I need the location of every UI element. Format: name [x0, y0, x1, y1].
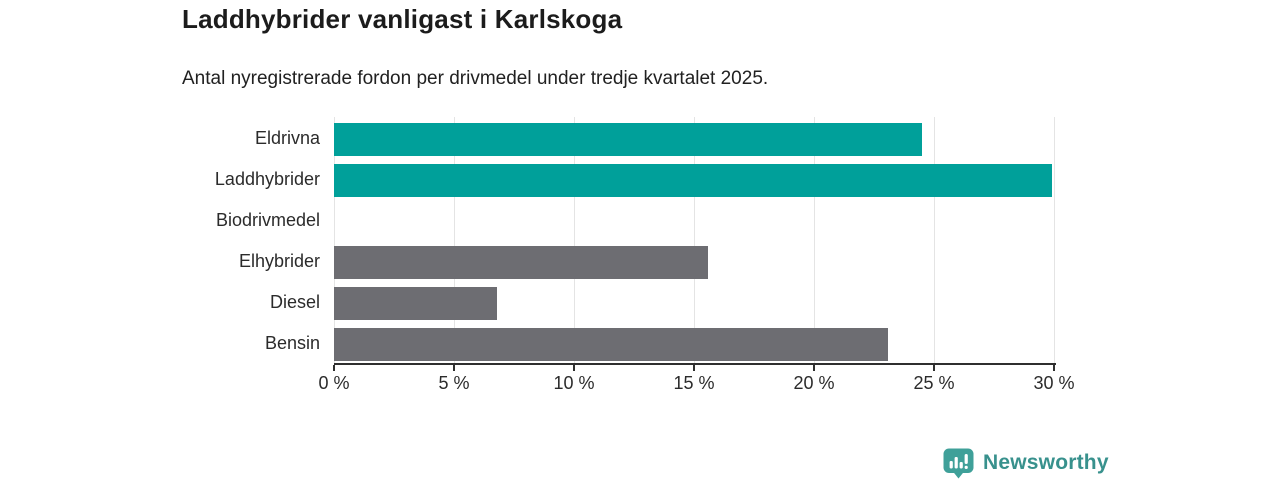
tick-mark-20 — [813, 365, 815, 371]
category-label-biodrivmedel: Biodrivmedel — [215, 210, 320, 230]
category-label-diesel: Diesel — [269, 292, 320, 312]
category-label-elhybrider: Elhybrider — [238, 251, 320, 271]
plot-area — [334, 117, 1055, 363]
newsworthy-logo-text: Newsworthy — [983, 451, 1109, 474]
tick-label-5: 5 % — [438, 373, 470, 393]
tick-label-15: 15 % — [673, 373, 715, 393]
gridline-30 — [1054, 117, 1055, 363]
gridline-10 — [574, 117, 575, 363]
gridline-20 — [814, 117, 815, 363]
chart-title: Laddhybrider vanligast i Karlskoga — [182, 4, 623, 34]
gridline-15 — [694, 117, 695, 363]
tick-mark-0 — [333, 365, 335, 371]
tick-mark-5 — [453, 365, 455, 371]
tick-label-20: 20 % — [793, 373, 835, 393]
tick-mark-25 — [933, 365, 935, 371]
bar-elhybrider — [334, 246, 709, 279]
tick-mark-15 — [693, 365, 695, 371]
category-axis-labels: Eldrivna Laddhybrider Biodrivmedel Elhybrid… — [0, 117, 320, 363]
category-label-bensin: Bensin — [264, 333, 320, 353]
tick-label-0: 0 % — [318, 373, 350, 393]
newsworthy-logo-icon — [943, 448, 974, 478]
bar-diesel — [334, 287, 498, 320]
tick-label-30: 30 % — [1033, 373, 1075, 393]
x-axis-line — [334, 363, 1056, 365]
category-label-laddhybrider: Laddhybrider — [214, 169, 320, 189]
tick-mark-30 — [1053, 365, 1055, 371]
bar-bensin — [334, 328, 889, 361]
tick-mark-10 — [573, 365, 575, 371]
tick-label-25: 25 % — [913, 373, 955, 393]
gridline-5 — [454, 117, 455, 363]
bar-eldrivna — [334, 123, 922, 156]
gridline-0 — [334, 117, 335, 363]
tick-label-10: 10 % — [553, 373, 595, 393]
gridline-25 — [934, 117, 935, 363]
category-label-eldrivna: Eldrivna — [254, 128, 320, 148]
chart-subtitle: Antal nyregistrerade fordon per drivmede… — [182, 68, 769, 89]
bar-laddhybrider — [334, 164, 1052, 197]
newsworthy-logo: Newsworthy — [942, 446, 1109, 480]
